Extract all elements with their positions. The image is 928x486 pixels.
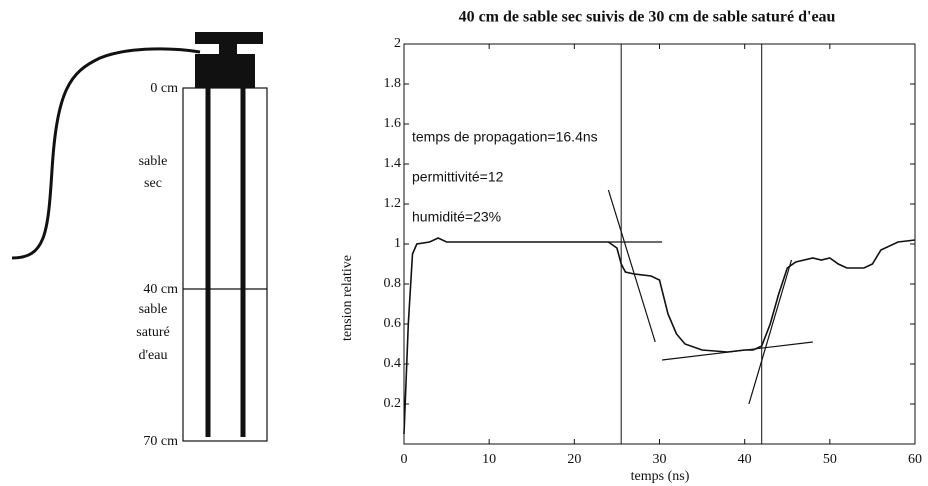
- layer-label: d'eau: [139, 348, 168, 363]
- layer-label: saturé: [136, 325, 169, 340]
- y-tick-label: 1.6: [384, 116, 402, 131]
- x-tick-label: 50: [823, 452, 837, 467]
- tangent-line: [748, 259, 793, 405]
- probe-cap: [195, 32, 263, 44]
- probe-head: [195, 54, 255, 88]
- x-tick-label: 10: [482, 452, 496, 467]
- y-tick-label: 0.4: [384, 356, 402, 371]
- y-tick-label: 1: [394, 236, 401, 251]
- plot-frame: [403, 43, 916, 445]
- tube: [182, 87, 268, 442]
- depth-label: 0 cm: [150, 81, 178, 96]
- layer-label: sable: [139, 154, 168, 169]
- y-tick-label: 2: [394, 36, 401, 51]
- signal-line: [403, 237, 916, 435]
- annotation: humidité=23%: [412, 209, 501, 225]
- x-tick-label: 40: [738, 452, 752, 467]
- x-tick-label: 20: [567, 452, 581, 467]
- layer-label: sable: [139, 302, 168, 317]
- x-axis-label: temps (ns): [631, 469, 690, 484]
- chart-title: 40 cm de sable sec suivis de 30 cm de sa…: [459, 9, 836, 26]
- cable: [11, 47, 201, 260]
- y-tick-label: 1.4: [384, 156, 402, 171]
- annotation: temps de propagation=16.4ns: [412, 129, 598, 145]
- y-tick-label: 0.8: [384, 276, 402, 291]
- annotation: permittivité=12: [412, 169, 504, 185]
- x-tick-label: 0: [401, 452, 408, 467]
- y-tick-label: 0.6: [384, 316, 402, 331]
- probe-neck: [219, 40, 237, 58]
- x-tick-label: 30: [653, 452, 667, 467]
- chart: 40 cm de sable sec suivis de 30 cm de sa…: [340, 9, 922, 485]
- probe-diagram: 0 cm 40 cm 70 cm sable sec sable saturé …: [11, 32, 268, 449]
- layer-label: sec: [144, 176, 162, 191]
- y-tick-label: 0.2: [384, 396, 402, 411]
- y-axis-label: tension relative: [340, 255, 355, 341]
- y-tick-label: 1.8: [384, 76, 402, 91]
- y-tick-label: 1.2: [384, 196, 402, 211]
- tangent-line: [607, 189, 656, 343]
- x-tick-label: 60: [908, 452, 922, 467]
- tangent-line: [662, 341, 813, 361]
- depth-label: 70 cm: [143, 434, 178, 449]
- depth-label: 40 cm: [143, 282, 178, 297]
